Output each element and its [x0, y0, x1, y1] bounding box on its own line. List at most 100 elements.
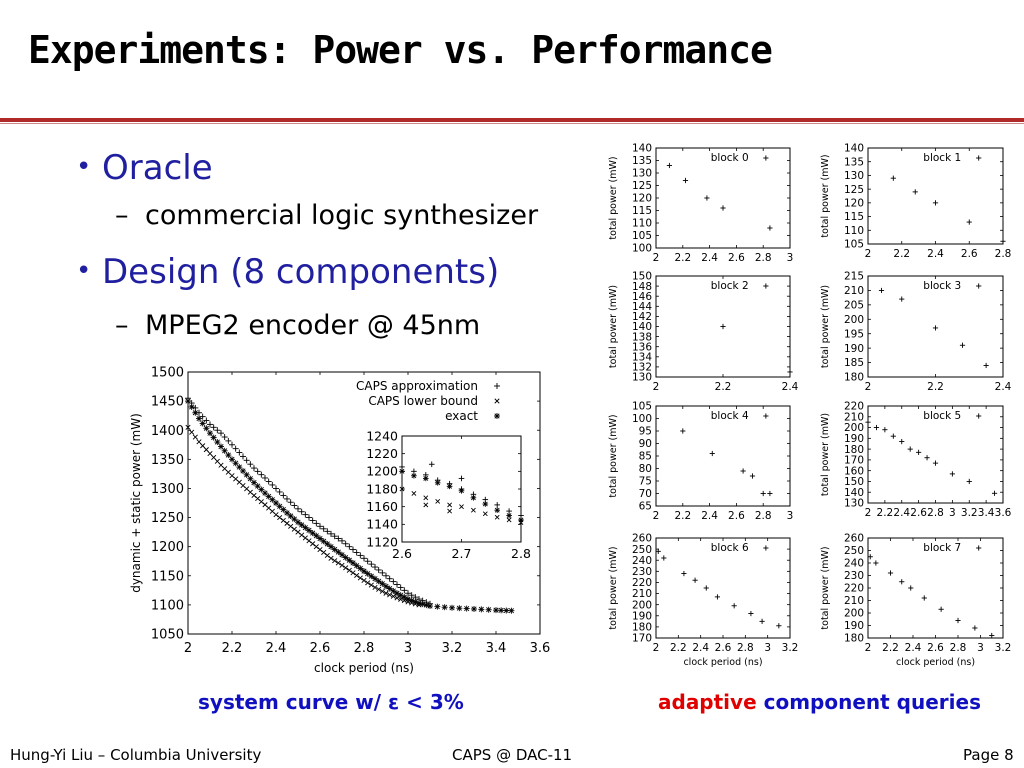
data-point-*	[309, 530, 316, 537]
data-point	[966, 219, 972, 225]
marker-stroke	[387, 592, 393, 598]
marker-stroke	[427, 603, 433, 609]
data-point-x	[214, 458, 220, 464]
x-tick-label: 3	[787, 510, 794, 522]
data-point-x	[387, 592, 393, 598]
data-point	[899, 438, 905, 445]
marker-stroke	[494, 514, 500, 520]
data-point	[709, 450, 715, 457]
data-point	[955, 617, 961, 624]
y-tick-label: 130	[632, 372, 652, 384]
marker-stroke	[482, 501, 488, 507]
data-point-x	[189, 429, 195, 435]
x-tick-label: 3.4	[486, 641, 507, 656]
block-label: block 2	[711, 280, 749, 292]
data-point-x	[200, 443, 206, 449]
marker-stroke	[310, 541, 316, 547]
marker-stroke	[200, 420, 206, 426]
marker-stroke	[518, 517, 524, 523]
marker-stroke	[258, 499, 264, 505]
y-tick-label: 110	[844, 225, 864, 237]
data-point-+	[317, 523, 323, 530]
sub-bullet-encoder: – MPEG2 encoder @ 45nm	[115, 310, 480, 341]
marker-stroke	[266, 493, 272, 499]
data-point	[703, 585, 709, 591]
marker-stroke	[494, 398, 500, 404]
data-point-+	[309, 517, 316, 524]
x-axis-label: clock period (ns)	[314, 661, 414, 675]
data-point-+	[368, 561, 375, 568]
data-point-*	[240, 467, 246, 474]
inset-point-*	[411, 472, 417, 479]
marker-stroke	[247, 489, 253, 495]
y-tick-label: 85	[639, 451, 652, 463]
data-point-+	[390, 578, 397, 585]
marker-stroke	[332, 558, 338, 564]
marker-stroke	[459, 504, 464, 510]
inset-point-x	[411, 490, 417, 496]
x-tick-label: 2.6	[728, 510, 745, 522]
data-point	[924, 455, 930, 461]
marker-stroke	[277, 514, 283, 521]
data-point-*	[185, 398, 191, 405]
bullet-design: • Design (8 components)	[76, 252, 499, 292]
y-tick-label: 105	[632, 230, 652, 242]
data-point	[991, 490, 998, 496]
data-point-*	[236, 464, 243, 471]
y-axis-label: total power (mW)	[820, 546, 831, 629]
data-point-+	[284, 495, 290, 502]
marker-stroke	[335, 549, 341, 555]
marker-stroke	[211, 454, 217, 460]
marker-stroke	[302, 525, 308, 531]
data-point-*	[353, 562, 360, 569]
y-tick-label: 135	[844, 156, 864, 168]
inset-point-*	[518, 517, 524, 523]
data-point-+	[324, 528, 331, 535]
x-tick-label: 2.2	[674, 252, 691, 264]
x-tick-label: 2.4	[893, 507, 910, 519]
marker-stroke	[225, 452, 231, 458]
marker-stroke	[494, 413, 500, 419]
data-point-x	[302, 535, 308, 541]
y-tick-label: 240	[632, 555, 652, 567]
data-point	[916, 449, 922, 455]
marker-stroke	[376, 578, 382, 584]
data-point-*	[335, 549, 342, 556]
inset-point-+	[494, 502, 500, 508]
data-point	[1000, 238, 1006, 244]
data-point-*	[423, 602, 430, 609]
marker-stroke	[339, 562, 345, 568]
marker-stroke	[280, 517, 286, 524]
data-point-+	[397, 584, 404, 591]
bullet-oracle-text: Oracle	[102, 148, 213, 188]
y-tick-label: 1100	[151, 598, 184, 613]
y-tick-label: 105	[632, 401, 652, 413]
data-point-+	[295, 505, 301, 512]
marker-stroke	[189, 404, 195, 410]
marker-stroke	[368, 582, 374, 588]
y-axis-label: total power (mW)	[820, 285, 831, 368]
data-point	[704, 195, 710, 201]
inset-point-x	[435, 498, 441, 504]
data-point-+	[320, 525, 327, 532]
marker-stroke	[317, 547, 323, 553]
y-tick-label: 160	[844, 465, 864, 477]
marker-stroke	[284, 510, 290, 516]
x-tick-label: 3	[949, 507, 956, 519]
marker-stroke	[506, 513, 512, 518]
y-tick-label: 1150	[151, 569, 184, 584]
inset-point-+	[458, 475, 465, 482]
data-point-+	[214, 427, 221, 434]
marker-stroke	[192, 410, 198, 416]
data-point	[899, 579, 905, 585]
marker-stroke	[185, 398, 191, 404]
title-divider-shadow	[0, 123, 1024, 124]
data-point	[666, 162, 672, 169]
x-tick-label: 3.6	[995, 507, 1012, 519]
data-point	[759, 618, 765, 624]
x-tick-label: 3.2	[782, 642, 799, 654]
caption-adaptive: adaptive	[658, 690, 757, 714]
data-point	[787, 369, 793, 375]
data-point-x	[192, 434, 198, 440]
